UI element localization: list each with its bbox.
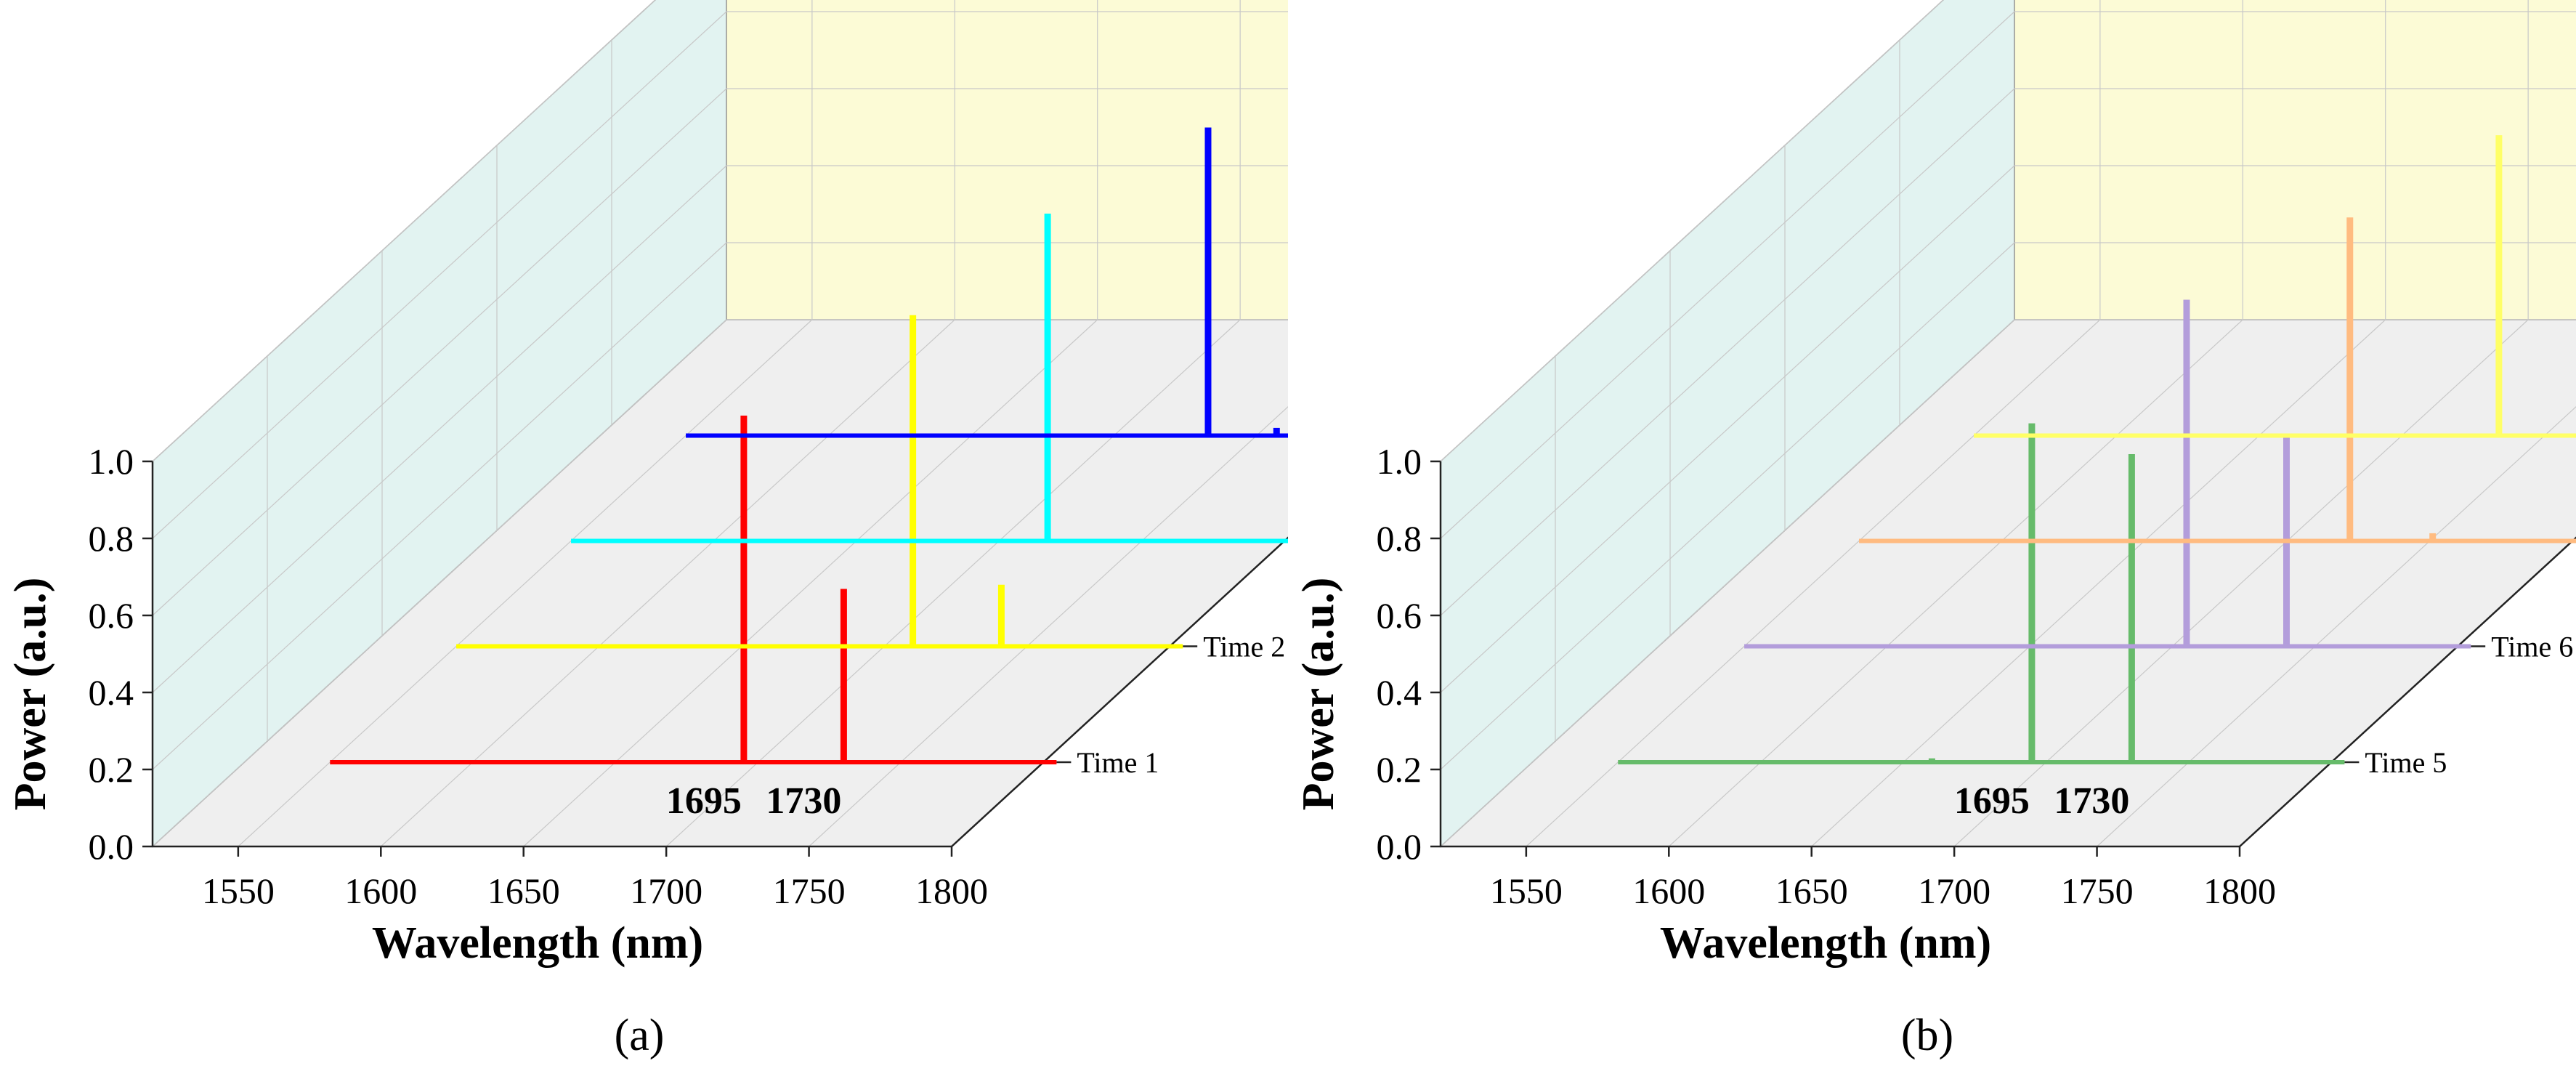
x-tick-label: 1600 <box>344 870 417 911</box>
x-axis-title: Wavelength (nm) <box>372 918 703 968</box>
x-axis-title: Wavelength (nm) <box>1660 918 1991 968</box>
side-gridline <box>1440 88 2015 616</box>
side-gridline <box>152 242 727 770</box>
x-tick-label: 1800 <box>915 870 988 911</box>
floor-gridline <box>380 319 955 847</box>
back-wall <box>2014 0 2576 320</box>
y-tick-label: 0.4 <box>89 672 134 713</box>
depth-axis-line <box>2239 536 2576 847</box>
x-tick-label: 1800 <box>2203 870 2276 911</box>
side-gridline <box>1440 165 2015 693</box>
panel-caption: (b) <box>1901 1011 1953 1060</box>
series-time-2 <box>456 315 1183 649</box>
panel-a: 1550 1600 1650 1700 1750 1800 0.0 0.2 0.4 0.6 0.8 1… <box>6 0 1288 1060</box>
y-tick-label: 1.0 <box>1377 441 1422 482</box>
floor-gridline <box>1526 319 2101 847</box>
side-gridline <box>1440 11 2015 539</box>
side-gridline <box>152 165 727 693</box>
y-tick-label: 1.0 <box>89 441 134 482</box>
panel-b: 1550 1600 1650 1700 1750 1800 0.0 0.2 0.4 0.6 0.8 1… <box>1288 0 2576 1071</box>
waterfall-chart-b: 1550 1600 1650 1700 1750 1800 0.0 0.2 0.4 0.6 0.8 1… <box>1294 0 2576 1060</box>
axes: 1550 1600 1650 1700 1750 1800 0.0 0.2 0.4 0.6 0.8 1… <box>89 441 1288 911</box>
y-tick-label: 0.0 <box>89 826 134 867</box>
series-time-8 <box>1974 135 2576 438</box>
floor-gridline <box>238 319 813 847</box>
series-time-1 <box>330 416 1057 764</box>
series-label: Time 1 <box>1077 746 1159 779</box>
axes: 1550 1600 1650 1700 1750 1800 0.0 0.2 0.4 0.6 0.8 1… <box>1377 441 2576 911</box>
x-tick-label: 1750 <box>2061 870 2134 911</box>
series-time-4 <box>686 127 1288 438</box>
floor-gridline <box>809 406 1288 847</box>
waterfall-chart-a: 1550 1600 1650 1700 1750 1800 0.0 0.2 0.4 0.6 0.8 1… <box>6 0 1288 1060</box>
floor-gridline <box>523 319 1098 847</box>
x-tick-label: 1550 <box>202 870 275 911</box>
y-tick-label: 0.2 <box>1377 749 1422 790</box>
side-gridline <box>1440 319 2015 847</box>
x-tick-label: 1700 <box>630 870 702 911</box>
series-time-7 <box>1859 217 2576 543</box>
floor-gridline <box>2097 406 2576 847</box>
x-tick-label: 1600 <box>1632 870 1705 911</box>
series-label: Time 2 <box>1203 631 1285 663</box>
floor-gridline <box>665 319 1241 847</box>
peak-annotation: 1695 <box>1954 780 2030 822</box>
side-gridline <box>1440 242 2015 770</box>
panel-caption: (a) <box>615 1011 665 1060</box>
y-tick-label: 0.0 <box>1377 826 1422 867</box>
floor-gridline <box>1668 319 2243 847</box>
y-tick-label: 0.6 <box>1377 595 1422 636</box>
series-time-3 <box>571 214 1288 543</box>
x-tick-label: 1550 <box>1490 870 1563 911</box>
y-axis-title: Power (a.u.) <box>6 578 55 811</box>
y-tick-label: 0.4 <box>1377 672 1422 713</box>
depth-axis-line <box>951 536 1288 847</box>
side-gridline <box>152 88 727 616</box>
grid-lines <box>152 0 1288 847</box>
x-tick-label: 1650 <box>487 870 560 911</box>
series-time-5 <box>1618 423 2345 764</box>
series-label: Time 5 <box>2365 746 2447 779</box>
floor-gridline <box>1953 319 2529 847</box>
x-tick-label: 1750 <box>773 870 846 911</box>
y-tick-label: 0.2 <box>89 749 134 790</box>
peak-annotation: 1730 <box>766 780 841 822</box>
floor-gridline <box>1811 319 2386 847</box>
y-tick-label: 0.8 <box>1377 518 1422 559</box>
peak-annotation: 1695 <box>666 780 742 822</box>
side-gridline <box>152 0 656 462</box>
side-gridline <box>152 319 727 847</box>
back-wall <box>726 0 1288 320</box>
y-tick-label: 0.6 <box>89 595 134 636</box>
peak-annotation: 1730 <box>2054 780 2129 822</box>
series-label: Time 6 <box>2491 631 2573 663</box>
x-tick-label: 1650 <box>1775 870 1848 911</box>
y-axis-title: Power (a.u.) <box>1294 578 1343 811</box>
x-tick-label: 1700 <box>1918 870 1990 911</box>
side-gridline <box>152 11 727 539</box>
y-tick-label: 0.8 <box>89 518 134 559</box>
side-gridline <box>1440 0 1944 462</box>
